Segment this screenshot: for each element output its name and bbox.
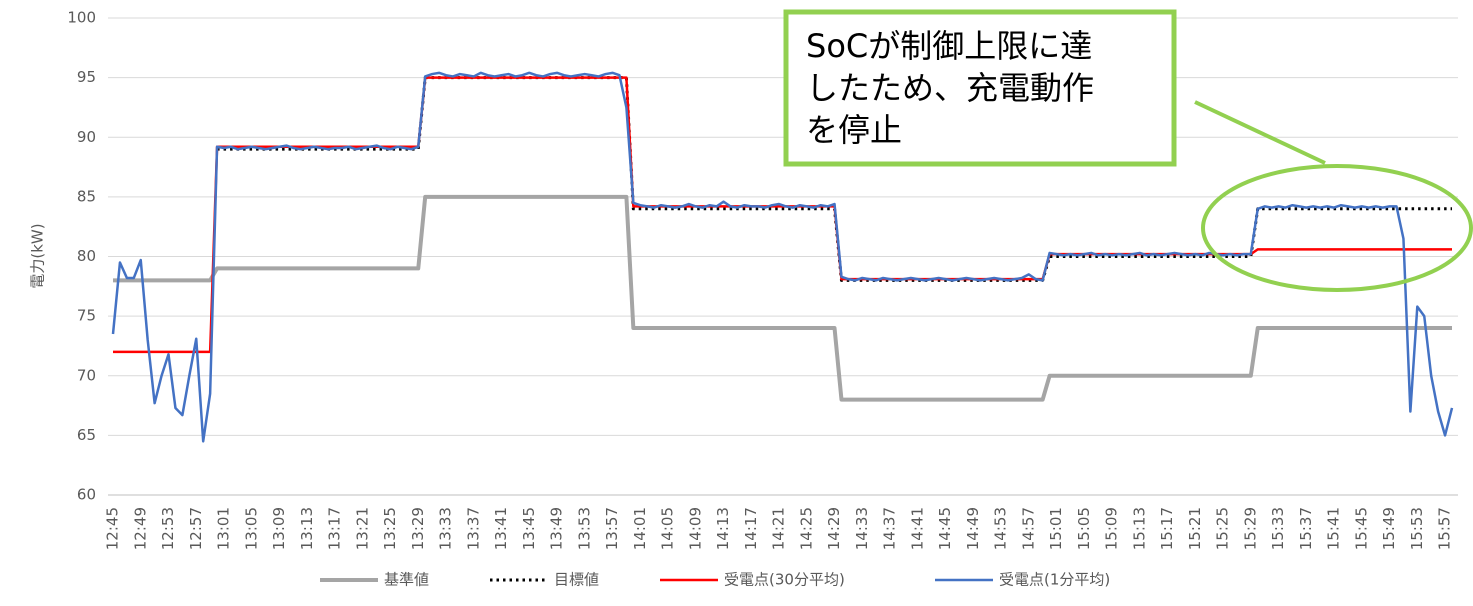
x-tick-label: 13:01 xyxy=(215,507,233,550)
x-tick-label: 13:45 xyxy=(520,507,538,550)
legend-label: 受電点(30分平均) xyxy=(724,571,845,589)
x-tick-label: 13:53 xyxy=(575,507,593,550)
x-tick-label: 13:21 xyxy=(353,507,371,550)
x-tick-label: 13:13 xyxy=(298,507,316,550)
y-tick-label: 85 xyxy=(77,187,96,205)
x-tick-label: 15:21 xyxy=(1186,507,1204,550)
y-tick-label: 90 xyxy=(77,128,96,146)
highlight-ellipse xyxy=(1201,164,1473,292)
series-line xyxy=(113,76,1452,354)
x-tick-label: 15:57 xyxy=(1436,507,1454,550)
x-tick-label: 13:29 xyxy=(409,507,427,550)
x-tick-label: 13:49 xyxy=(548,507,566,550)
x-tick-label: 14:33 xyxy=(853,507,871,550)
x-tick-label: 14:13 xyxy=(714,507,732,550)
annotation-text: SoCが制御上限に達 xyxy=(806,27,1092,65)
x-tick-label: 13:37 xyxy=(464,507,482,550)
series-line xyxy=(111,71,1454,443)
x-tick-label: 14:53 xyxy=(992,507,1010,550)
x-tick-label: 15:37 xyxy=(1297,507,1315,550)
x-tick-label: 13:41 xyxy=(492,507,510,550)
x-tick-label: 14:57 xyxy=(1019,507,1037,550)
x-tick-label: 14:37 xyxy=(881,507,899,550)
y-tick-label: 70 xyxy=(77,366,96,384)
y-tick-label: 80 xyxy=(77,247,96,265)
x-tick-label: 15:01 xyxy=(1047,507,1065,550)
x-tick-label: 13:05 xyxy=(242,507,260,550)
y-tick-label: 95 xyxy=(77,68,96,86)
x-tick-label: 14:25 xyxy=(797,507,815,550)
x-tick-label: 14:41 xyxy=(908,507,926,550)
x-tick-label: 15:53 xyxy=(1408,507,1426,550)
x-tick-label: 12:57 xyxy=(187,507,205,550)
y-tick-label: 65 xyxy=(77,426,96,444)
x-tick-label: 13:25 xyxy=(381,507,399,550)
x-tick-label: 14:21 xyxy=(770,507,788,550)
x-tick-label: 15:09 xyxy=(1103,507,1121,550)
y-tick-label: 75 xyxy=(77,307,96,325)
x-tick-label: 14:05 xyxy=(659,507,677,550)
x-tick-label: 14:09 xyxy=(686,507,704,550)
x-tick-label: 15:41 xyxy=(1325,507,1343,550)
y-tick-label: 60 xyxy=(77,486,96,504)
x-tick-label: 13:57 xyxy=(603,507,621,550)
legend-label: 基準値 xyxy=(384,571,429,589)
x-tick-label: 15:29 xyxy=(1241,507,1259,550)
x-tick-label: 15:17 xyxy=(1158,507,1176,550)
legend-label: 受電点(1分平均) xyxy=(999,571,1110,589)
x-tick-label: 14:29 xyxy=(825,507,843,550)
x-tick-label: 15:13 xyxy=(1130,507,1148,550)
x-tick-label: 14:45 xyxy=(936,507,954,550)
annotation-text: を停止 xyxy=(806,111,902,149)
x-tick-label: 15:05 xyxy=(1075,507,1093,550)
callout-line xyxy=(1194,100,1326,165)
x-tick-label: 15:25 xyxy=(1214,507,1232,550)
annotation-box xyxy=(783,9,1177,167)
series-line xyxy=(113,194,1452,402)
x-tick-label: 14:01 xyxy=(631,507,649,550)
x-tick-label: 13:17 xyxy=(326,507,344,550)
x-tick-label: 13:33 xyxy=(437,507,455,550)
legend-label: 目標値 xyxy=(554,571,599,589)
x-tick-label: 15:45 xyxy=(1352,507,1370,550)
x-tick-label: 14:49 xyxy=(964,507,982,550)
y-tick-label: 100 xyxy=(67,9,96,27)
x-tick-label: 13:09 xyxy=(270,507,288,550)
x-tick-label: 12:53 xyxy=(159,507,177,550)
x-tick-label: 14:17 xyxy=(742,507,760,550)
x-tick-label: 12:45 xyxy=(104,507,122,550)
x-tick-label: 15:33 xyxy=(1269,507,1287,550)
annotation-text: したため、充電動作 xyxy=(806,69,1094,107)
x-tick-label: 12:49 xyxy=(131,507,149,550)
x-tick-label: 15:49 xyxy=(1380,507,1398,550)
y-axis-label: 電力(kW) xyxy=(29,223,47,288)
